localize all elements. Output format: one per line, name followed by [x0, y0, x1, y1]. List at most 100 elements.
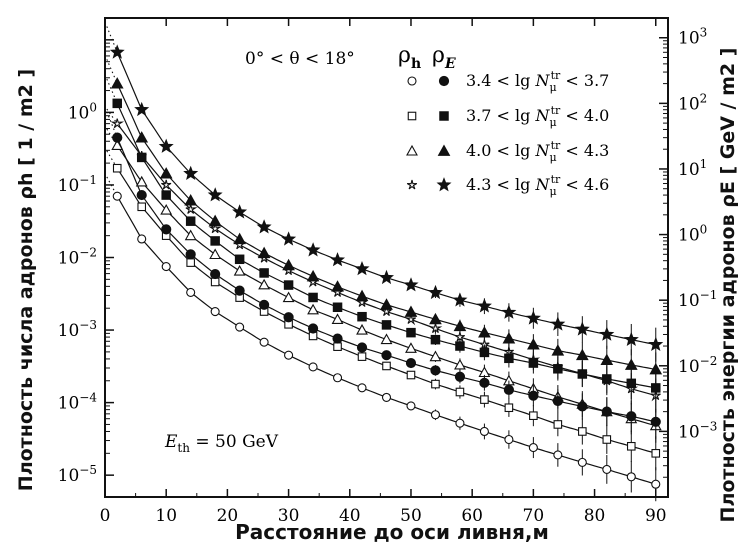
legend-marker-open	[407, 111, 417, 121]
legend-header-rho-h: ρh	[398, 43, 421, 72]
rho-e-point-circle	[185, 249, 196, 260]
left-tick-label: 10−4	[58, 391, 98, 414]
rho-e-point-star	[354, 261, 370, 276]
rho-h-point-square	[186, 258, 195, 267]
rho-e-point-square	[577, 369, 588, 379]
rho-e-point-triangle	[233, 232, 246, 245]
left-tick-label: 10−2	[58, 246, 97, 269]
rho-h-point-circle	[284, 350, 294, 360]
rho-e-point-triangle	[527, 338, 540, 350]
rho-e-point-star	[109, 44, 125, 59]
rho-e-point-square	[161, 190, 171, 200]
rho-h-point-triangle	[111, 139, 124, 151]
rho-h-point-triangle	[209, 248, 222, 260]
rho-e-point-square	[528, 358, 539, 368]
angle-annotation: 0° < θ < 18°	[245, 49, 355, 69]
rho-e-point-circle	[332, 333, 343, 344]
rho-e-point-triangle	[600, 353, 614, 366]
legend-marker-filled	[436, 177, 452, 192]
rho-h-point-circle	[308, 362, 318, 372]
rho-h-point-triangle	[233, 264, 246, 276]
rho-h-point-square	[529, 411, 538, 420]
rho-h-point-star	[161, 179, 172, 190]
rho-e-point-triangle	[478, 326, 491, 338]
legend-marker-open	[406, 144, 418, 156]
rho-e-point-star	[207, 187, 223, 202]
rho-e-fit-extrapolation	[106, 26, 118, 53]
rho-e-point-circle	[234, 285, 245, 296]
rho-h-point-circle	[406, 401, 416, 411]
rho-e-point-circle	[430, 365, 441, 376]
legend-label: 3.7 < lg Nμtr < 4.0	[466, 104, 609, 129]
legend-label: 4.3 < lg Nμtr < 4.6	[466, 173, 609, 198]
rho-e-point-circle	[307, 323, 319, 334]
rho-h-point-square	[382, 361, 391, 371]
rho-h-point-triangle	[160, 203, 173, 215]
rho-h-point-circle	[112, 191, 122, 201]
rho-e-point-circle	[454, 371, 466, 382]
rho-h-point-circle	[161, 262, 171, 272]
rho-h-point-star	[405, 314, 416, 326]
rho-e-point-triangle	[355, 289, 369, 302]
x-tick-label: 40	[339, 506, 361, 526]
right-tick-label: 101	[678, 157, 707, 180]
rho-h-point-triangle	[331, 313, 344, 325]
data-points	[109, 44, 664, 502]
rho-e-point-circle	[601, 406, 612, 417]
rho-e-point-triangle	[429, 312, 442, 325]
x-tick-label: 10	[155, 506, 177, 526]
rho-e-point-star	[403, 277, 419, 292]
rho-e-point-square	[406, 327, 416, 338]
rho-e-point-square	[553, 364, 563, 374]
rho-e-point-star	[330, 252, 346, 267]
rho-e-point-circle	[283, 312, 294, 323]
rho-e-point-square	[357, 311, 367, 322]
legend-marker-filled	[437, 144, 451, 156]
rho-h-point-circle	[137, 234, 147, 244]
rho-e-point-square	[332, 302, 343, 313]
rho-h-point-circle	[332, 373, 343, 383]
rho-e-point-star	[428, 284, 443, 300]
right-tick-label: 100	[678, 223, 707, 246]
rho-h-point-square	[455, 387, 465, 397]
rho-e-point-star	[305, 242, 321, 257]
legend: ρh ρE 3.4 < lg Nμtr < 3.7 3.7 < lg Nμtr < 4…	[398, 43, 609, 198]
rho-h-point-triangle	[380, 333, 393, 345]
rho-e-point-circle	[552, 395, 563, 407]
rho-h-point-triangle	[405, 342, 417, 353]
rho-e-point-square	[479, 347, 490, 358]
left-axis-unit: [ 1 / m2 ]	[15, 68, 37, 166]
rho-h-fit-extrapolation	[106, 108, 118, 124]
right-axis-label: Плотность энергии адронов ρE [ GeV / m2 …	[717, 48, 739, 523]
rho-e-point-star	[623, 331, 639, 347]
rho-e-point-circle	[503, 384, 514, 395]
rho-e-point-star	[379, 269, 394, 285]
rho-e-point-star	[599, 326, 615, 341]
rho-e-point-circle	[381, 350, 392, 361]
rho-e-point-triangle	[282, 258, 295, 271]
rho-h-point-triangle	[184, 229, 197, 241]
legend-marker-open	[407, 76, 417, 86]
legend-marker-filled	[438, 75, 450, 87]
rho-e-point-circle	[405, 357, 417, 369]
x-tick-label: 30	[278, 506, 300, 526]
rho-e-point-square	[381, 320, 392, 330]
rho-h-point-circle	[186, 287, 196, 297]
rho-e-point-square	[504, 353, 514, 364]
rho-e-point-circle	[626, 411, 637, 422]
rho-e-point-square	[185, 216, 196, 226]
axis-ticks: 0 10 20 30 40 50 60 70 80 90 10−5 10−4 10−3 10−2 10−1 1…	[58, 17, 717, 526]
left-tick-label: 10−3	[58, 318, 97, 341]
rho-h-point-square	[626, 441, 636, 451]
rho-e-point-circle	[577, 401, 588, 412]
x-tick-label: 90	[645, 506, 667, 526]
rho-e-point-circle	[210, 268, 221, 280]
rho-h-point-triangle	[135, 175, 148, 187]
rho-e-point-circle	[259, 299, 270, 310]
rho-e-point-star	[574, 321, 590, 336]
right-tick-label: 10−1	[678, 288, 717, 311]
rho-h-point-square	[406, 370, 416, 380]
rho-h-point-star	[454, 331, 466, 343]
x-tick-label: 0	[100, 506, 111, 526]
right-axis-unit: [ GeV / m2 ]	[717, 47, 739, 175]
